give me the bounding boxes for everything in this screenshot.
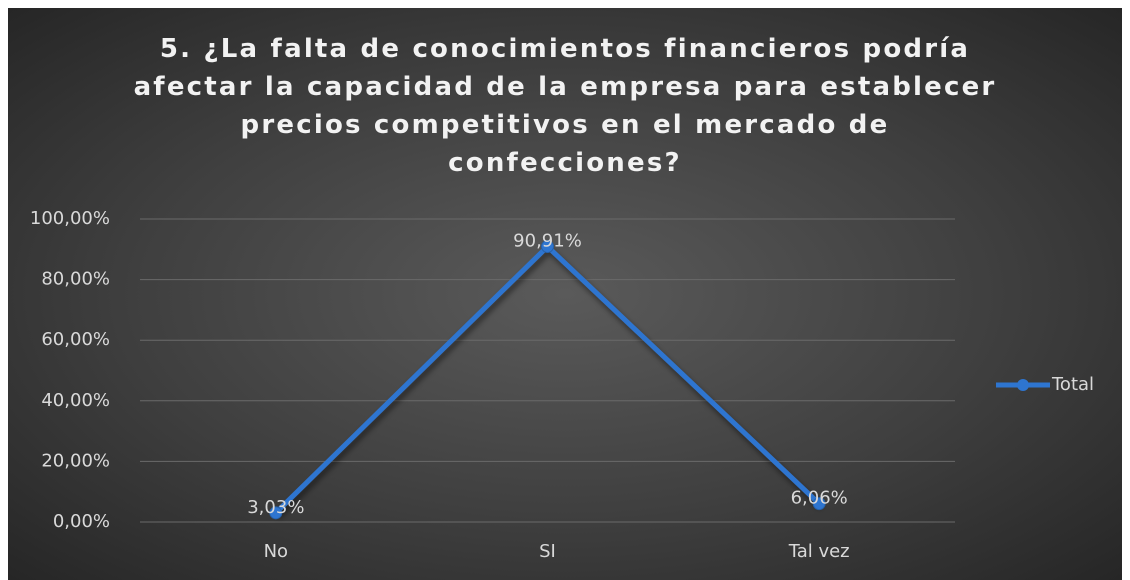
y-tick-label: 0,00% (53, 511, 110, 532)
y-tick-label: 20,00% (41, 450, 110, 471)
marker (812, 497, 826, 511)
y-tick-label: 40,00% (41, 390, 110, 411)
y-tick-label: 80,00% (41, 269, 110, 290)
y-tick-label: 100,00% (30, 208, 110, 229)
marker (269, 506, 283, 520)
plot: 0,00% 20,00% 40,00% 60,00% 80,00% 100,00% No SI… (30, 208, 1094, 562)
chart: 5. ¿La falta de conocimientos financiero… (8, 8, 1122, 580)
y-tick-label: 60,00% (41, 329, 110, 350)
data-label: 90,91% (513, 231, 582, 252)
legend-label: Total (1051, 374, 1094, 395)
x-tick-label: Tal vez (788, 541, 850, 562)
chart-title: 5. ¿La falta de conocimientos financiero… (133, 34, 997, 178)
x-tick-label: SI (539, 541, 556, 562)
marker (541, 240, 554, 254)
series-line (274, 244, 821, 515)
x-tick-label: No (264, 541, 288, 562)
legend-marker (1017, 379, 1029, 391)
data-label: 3,03% (247, 497, 304, 518)
data-label: 6,06% (791, 488, 848, 509)
